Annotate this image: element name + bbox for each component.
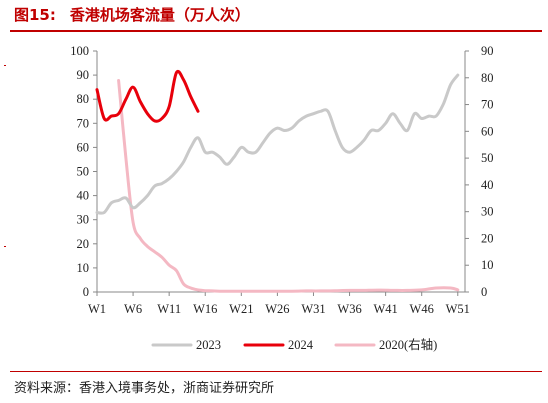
legend-label-2020: 2020(右轴) xyxy=(379,337,437,352)
right-y-tick-label: 40 xyxy=(481,178,494,192)
source-rule xyxy=(10,371,542,372)
x-tick-label: W16 xyxy=(193,302,217,316)
x-tick-label: W26 xyxy=(265,302,289,316)
title-underline xyxy=(10,30,542,32)
legend-label-2024: 2024 xyxy=(288,338,314,352)
legend-label-2023: 2023 xyxy=(196,338,221,352)
right-y-tick-label: 80 xyxy=(481,71,494,85)
margin-mark xyxy=(4,65,6,66)
right-y-tick-label: 60 xyxy=(481,124,494,138)
left-y-tick-label: 0 xyxy=(83,285,89,299)
left-y-tick-label: 100 xyxy=(70,44,89,58)
x-tick-label: W51 xyxy=(446,302,470,316)
right-y-tick-label: 10 xyxy=(481,258,494,272)
left-y-tick-label: 70 xyxy=(77,116,90,130)
series-2024-line xyxy=(95,69,200,123)
figure-title: 图15: 香港机场客流量（万人次） xyxy=(14,4,250,25)
x-tick-label: W41 xyxy=(373,302,397,316)
x-tick-label: W1 xyxy=(88,302,106,316)
left-y-tick-label: 80 xyxy=(77,92,90,106)
series-2020-line xyxy=(117,79,460,293)
x-tick-label: W46 xyxy=(410,302,434,316)
left-y-tick-label: 90 xyxy=(77,68,90,82)
x-tick-label: W6 xyxy=(124,302,142,316)
source-note: 资料来源：香港入境事务处，浙商证券研究所 xyxy=(14,381,275,396)
left-y-tick-label: 20 xyxy=(77,237,90,251)
left-y-tick-label: 40 xyxy=(77,189,90,203)
right-y-tick-label: 70 xyxy=(481,98,494,112)
left-y-tick-label: 60 xyxy=(77,140,90,154)
margin-mark xyxy=(4,246,6,247)
right-y-tick-label: 90 xyxy=(481,44,494,58)
right-y-tick-label: 30 xyxy=(481,205,494,219)
figure-title-text: 香港机场客流量（万人次） xyxy=(69,6,250,24)
x-tick-label: W31 xyxy=(301,302,325,316)
right-y-tick-label: 20 xyxy=(481,231,494,245)
right-y-tick-label: 50 xyxy=(481,151,494,165)
x-tick-label: W36 xyxy=(337,302,361,316)
series-2023-line xyxy=(95,73,460,215)
left-y-tick-label: 50 xyxy=(77,165,90,179)
right-y-tick-label: 0 xyxy=(481,285,487,299)
left-y-tick-label: 10 xyxy=(77,261,90,275)
x-tick-label: W21 xyxy=(229,302,253,316)
x-tick-label: W11 xyxy=(157,302,181,316)
figure-number: 图15: xyxy=(14,6,56,24)
left-y-tick-label: 30 xyxy=(77,213,90,227)
